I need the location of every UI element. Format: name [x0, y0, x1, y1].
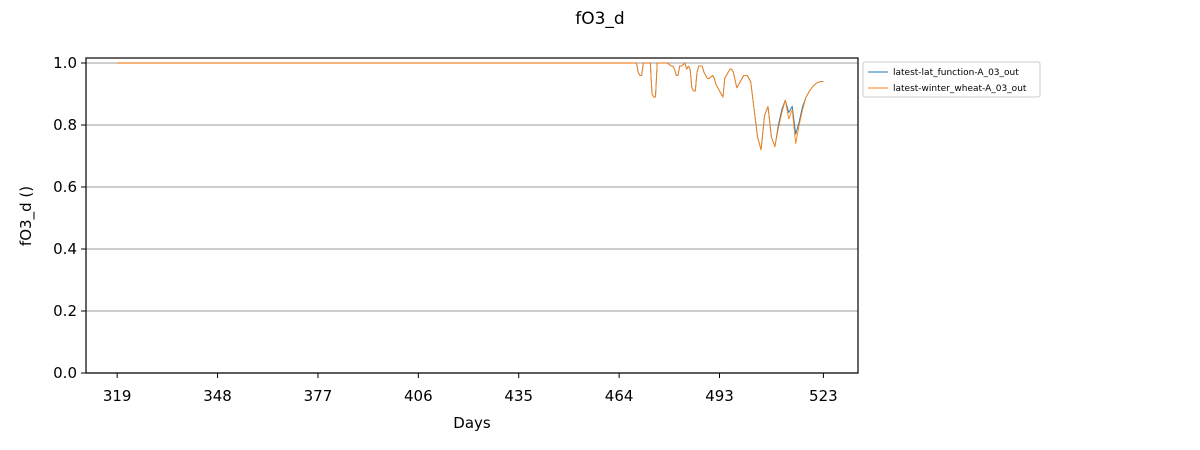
x-tick-label: 464	[605, 387, 634, 405]
legend-box	[862, 61, 1041, 98]
x-tick-label: 377	[304, 387, 333, 405]
x-tick-label: 319	[103, 387, 132, 405]
x-tick-label: 523	[809, 387, 838, 405]
chart-title: fO3_d	[575, 9, 624, 29]
x-tick-label: 348	[203, 387, 232, 405]
legend-label-lat-function: latest-lat_function-A_03_out	[893, 68, 1019, 78]
y-tick-label: 1.0	[53, 54, 77, 72]
y-tick-label: 0.4	[53, 240, 77, 258]
y-tick-label: 0.2	[53, 302, 77, 320]
y-tick-label: 0.8	[53, 116, 77, 134]
series-line-1	[117, 62, 824, 151]
legend-label-winter-wheat: latest-winter_wheat-A_03_out	[893, 84, 1027, 94]
y-axis-ticks: 0.0 0.2 0.4 0.6 0.8 1.0	[53, 54, 86, 382]
plot-frame	[85, 57, 859, 374]
x-tick-label: 435	[504, 387, 533, 405]
legend: latest-lat_function-A_03_out latest-wint…	[862, 61, 1041, 98]
y-tick-label: 0.0	[53, 364, 77, 382]
y-axis-label: fO3_d ()	[17, 186, 36, 246]
y-tick-label: 0.6	[53, 178, 77, 196]
x-tick-label: 493	[705, 387, 734, 405]
x-axis-ticks: 319 348 377 406 435 464 493 523	[103, 373, 838, 405]
x-axis-label: Days	[453, 414, 491, 432]
x-tick-label: 406	[404, 387, 433, 405]
series-layer	[117, 62, 824, 151]
